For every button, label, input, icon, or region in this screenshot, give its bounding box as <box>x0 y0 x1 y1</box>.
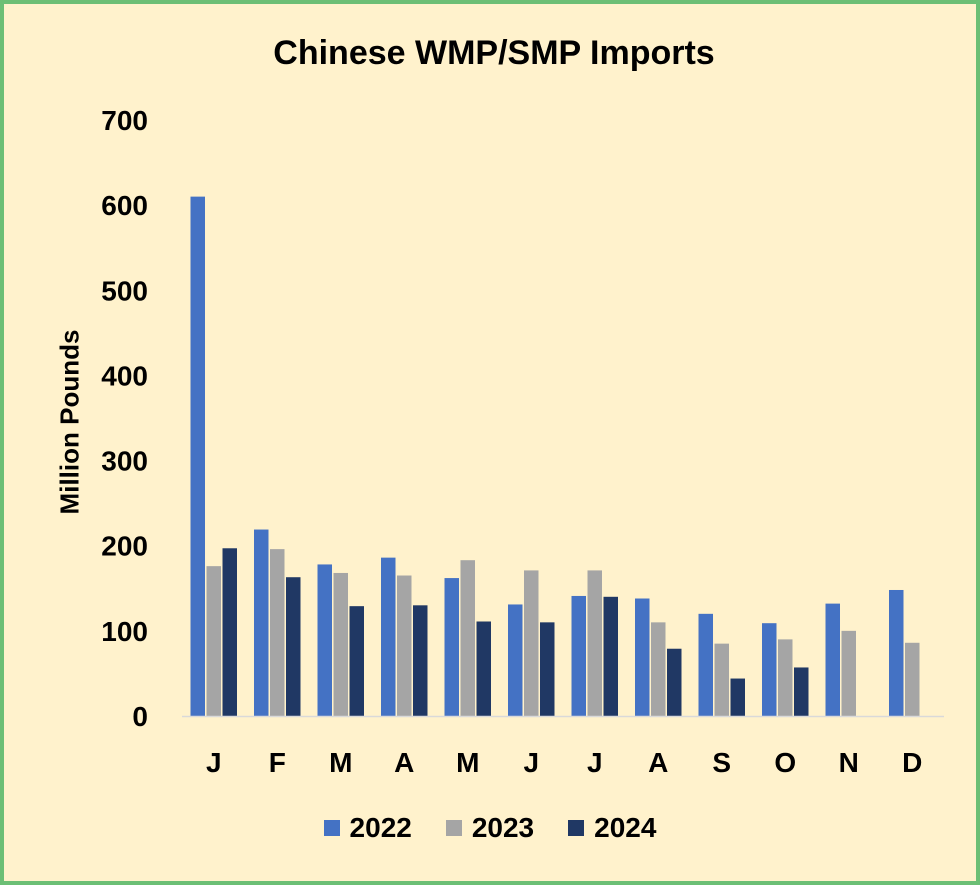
x-tick-label: M <box>329 747 352 778</box>
legend-swatch <box>323 820 340 836</box>
bar-2024-5 <box>476 621 491 716</box>
bar-2024-10 <box>794 667 809 716</box>
bar-2022-9 <box>698 613 713 716</box>
legend-label: 2024 <box>594 812 657 843</box>
bar-2022-8 <box>635 598 650 716</box>
y-tick-label: 700 <box>101 105 148 136</box>
legend-swatch <box>568 820 585 836</box>
bar-2024-9 <box>730 678 745 716</box>
x-tick-label: A <box>394 747 414 778</box>
x-tick-label: F <box>269 747 286 778</box>
bar-2022-6 <box>508 604 523 716</box>
bar-2023-2 <box>270 549 285 716</box>
bar-2023-7 <box>587 570 602 716</box>
bar-2023-10 <box>778 639 793 716</box>
legend-swatch <box>445 820 462 836</box>
bar-2023-3 <box>333 572 348 716</box>
bar-2023-6 <box>524 570 539 716</box>
bar-2023-12 <box>905 642 920 716</box>
x-tick-label: J <box>206 747 222 778</box>
x-tick-label: J <box>587 747 603 778</box>
bar-2024-6 <box>540 622 555 716</box>
x-tick-label: J <box>523 747 539 778</box>
chart-title: Chinese WMP/SMP Imports <box>273 34 715 72</box>
x-tick-label: M <box>456 747 479 778</box>
legend-label: 2022 <box>349 812 412 843</box>
bar-2023-5 <box>460 560 475 716</box>
bar-2023-1 <box>206 566 221 716</box>
bar-2023-9 <box>714 643 729 716</box>
bar-2022-7 <box>571 595 586 716</box>
bar-2022-5 <box>444 578 459 716</box>
y-tick-label: 200 <box>101 531 148 562</box>
y-tick-label: 600 <box>101 190 148 221</box>
legend-item-2022: 2022 <box>323 812 412 844</box>
bar-2022-12 <box>889 589 904 716</box>
bar-2024-7 <box>603 596 618 716</box>
bar-2024-3 <box>349 606 364 716</box>
bar-2022-3 <box>317 564 332 716</box>
x-tick-label: A <box>648 747 668 778</box>
bar-2024-2 <box>286 577 301 716</box>
y-tick-label: 100 <box>101 616 148 647</box>
y-tick-label: 500 <box>101 275 148 306</box>
bar-2023-11 <box>841 630 856 716</box>
x-tick-label: N <box>839 747 859 778</box>
y-tick-label: 0 <box>132 701 148 732</box>
bar-2024-4 <box>413 605 428 716</box>
bar-2022-2 <box>254 529 269 716</box>
legend: 2022 2023 2024 <box>0 812 980 844</box>
y-tick-label: 300 <box>101 446 148 477</box>
bar-2023-8 <box>651 622 666 716</box>
legend-label: 2023 <box>471 812 535 843</box>
bar-2022-1 <box>190 196 205 717</box>
bar-2022-10 <box>762 623 777 716</box>
x-tick-label: O <box>774 747 796 778</box>
bar-2024-1 <box>222 548 237 716</box>
bar-2024-8 <box>667 648 682 716</box>
y-tick-label: 400 <box>101 360 148 391</box>
legend-item-2024: 2024 <box>568 812 656 844</box>
bar-2022-4 <box>381 557 396 716</box>
x-tick-label: S <box>712 747 731 778</box>
bar-2022-11 <box>825 603 840 716</box>
bar-2023-4 <box>397 575 412 716</box>
legend-item-2023: 2023 <box>445 812 535 844</box>
x-tick-label: D <box>902 747 922 778</box>
